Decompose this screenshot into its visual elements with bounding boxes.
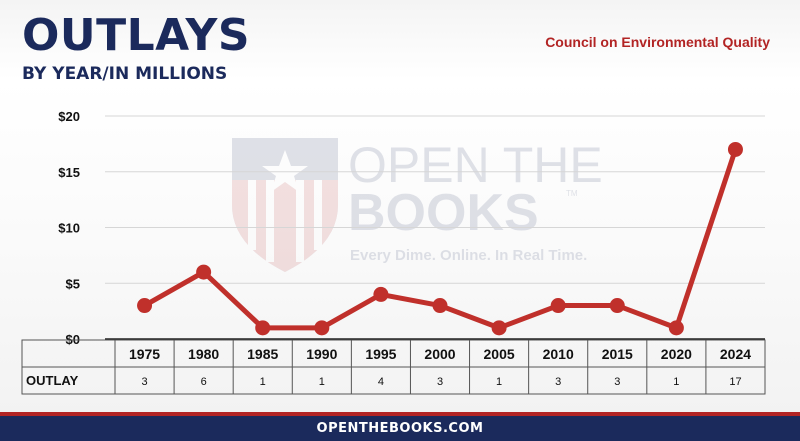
data-point [432, 298, 448, 314]
data-point [491, 320, 507, 336]
chart-title: OUTLAYS [22, 10, 251, 61]
y-tick-label: $5 [66, 276, 80, 291]
x-tick-label: 2020 [661, 346, 692, 362]
series-line [137, 141, 743, 336]
footer-link[interactable]: OPENTHEBOOKS.COM [0, 416, 800, 441]
shield-logo-icon [232, 138, 338, 272]
x-tick-label: 1975 [129, 346, 160, 362]
watermark: OPEN THE BOOKS TM Every Dime. Online. In… [232, 137, 603, 272]
agency-name: Council on Environmental Quality [545, 34, 770, 50]
data-label: 6 [201, 376, 207, 388]
data-label: 1 [496, 376, 502, 388]
data-label: 1 [319, 376, 325, 388]
y-tick-label: $20 [58, 109, 80, 124]
data-label: 4 [378, 376, 384, 388]
data-point [196, 264, 212, 280]
y-axis: $0$5$10$15$20 [58, 109, 80, 347]
footer-stripe [0, 412, 800, 416]
x-tick-label: 2010 [543, 346, 574, 362]
y-tick-label: $10 [58, 221, 80, 236]
x-tick-label: 2024 [720, 346, 751, 362]
data-table: OUTLAY 1975 3 1980 6 1985 1 1990 1 1995 4 2000 3 2005… [21, 339, 766, 395]
table-row-label: OUTLAY [26, 373, 79, 388]
watermark-tm: TM [566, 189, 578, 198]
watermark-line1: OPEN THE [348, 137, 603, 193]
data-label: 3 [437, 376, 443, 388]
x-tick-label: 2000 [424, 346, 455, 362]
data-point [609, 298, 625, 314]
data-point [727, 141, 743, 157]
data-point [550, 298, 566, 314]
x-tick-label: 2015 [602, 346, 633, 362]
data-label: 3 [141, 376, 147, 388]
data-label: 3 [555, 376, 561, 388]
data-point [255, 320, 271, 336]
data-label: 1 [673, 376, 679, 388]
x-tick-label: 1990 [306, 346, 337, 362]
x-tick-label: 1995 [365, 346, 396, 362]
y-tick-label: $15 [58, 165, 80, 180]
chart-subtitle: BY YEAR/IN MILLIONS [22, 64, 228, 84]
watermark-tagline: Every Dime. Online. In Real Time. [350, 247, 587, 264]
data-point [137, 298, 153, 314]
data-point [314, 320, 330, 336]
data-label: 17 [729, 376, 741, 388]
grid [105, 115, 765, 340]
data-label: 1 [260, 376, 266, 388]
data-point [373, 286, 389, 302]
data-point [668, 320, 684, 336]
x-tick-label: 2005 [484, 346, 515, 362]
watermark-line2: BOOKS [348, 184, 539, 242]
x-tick-label: 1980 [188, 346, 219, 362]
data-label: 3 [614, 376, 620, 388]
x-tick-label: 1985 [247, 346, 278, 362]
